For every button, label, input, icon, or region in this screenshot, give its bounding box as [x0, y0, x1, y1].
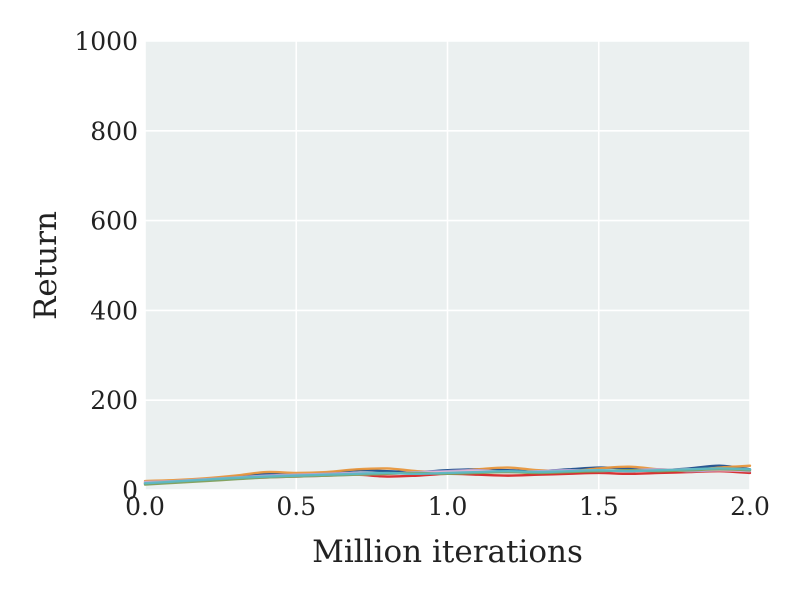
- tick-labels: 0.0 0.5 1.0 1.5 2.0 0 200 400 600 800 1000: [74, 27, 770, 521]
- x-tick-label: 1.0: [428, 492, 468, 521]
- y-tick-label: 600: [90, 207, 138, 236]
- y-tick-label: 800: [90, 117, 138, 146]
- series-lines: [143, 464, 752, 486]
- grid-lines: [144, 40, 751, 491]
- x-tick-label: 0.0: [125, 492, 165, 521]
- y-tick-label: 400: [90, 296, 138, 325]
- x-tick-label: 1.5: [579, 492, 619, 521]
- y-tick-label: 1000: [74, 27, 138, 56]
- x-tick-label: 0.5: [276, 492, 316, 521]
- series-line-7: [143, 467, 752, 485]
- y-axis-title: Return: [28, 211, 64, 320]
- x-axis-title: Million iterations: [312, 534, 583, 570]
- y-tick-label: 200: [90, 386, 138, 415]
- x-tick-label: 2.0: [730, 492, 770, 521]
- y-tick-label: 0: [122, 476, 138, 505]
